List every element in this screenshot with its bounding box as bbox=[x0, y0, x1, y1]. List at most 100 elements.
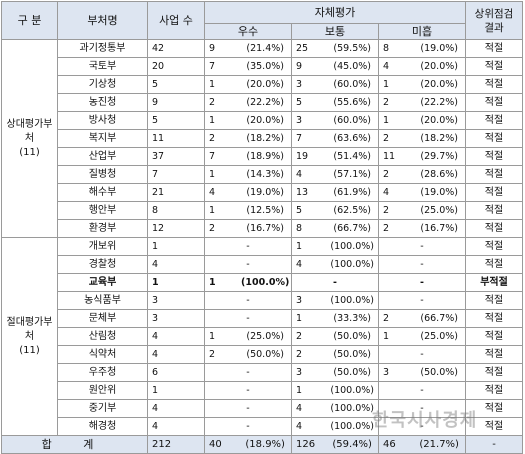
normal-percent: (100.0%) bbox=[330, 259, 374, 270]
excellent-cell: 1 (20.0%) bbox=[204, 75, 292, 94]
dept-name: 경찰청 bbox=[57, 255, 148, 274]
poor-percent: (20.0%) bbox=[420, 61, 458, 72]
dept-name: 농진청 bbox=[57, 93, 148, 112]
excellent-count: 2 bbox=[209, 223, 216, 234]
normal-count: 4 bbox=[296, 169, 303, 180]
upper-check-result: 적절 bbox=[465, 111, 523, 130]
excellent-percent: (18.2%) bbox=[246, 133, 284, 144]
project-count: 8 bbox=[147, 201, 205, 220]
normal-count: 2 bbox=[296, 349, 303, 360]
dept-name: 행안부 bbox=[57, 201, 148, 220]
excellent-cell: 2 (18.2%) bbox=[204, 129, 292, 148]
poor-percent: (18.2%) bbox=[420, 133, 458, 144]
dept-name: 교육부 bbox=[57, 273, 148, 292]
excellent-cell: 7 (35.0%) bbox=[204, 57, 292, 76]
normal-cell: 8 (66.7%) bbox=[291, 219, 379, 238]
dept-name: 국토부 bbox=[57, 57, 148, 76]
table-row: 해수부 21 4 (19.0%) 13 (61.9%) 4 (19.0%) 적절 bbox=[2, 183, 523, 202]
upper-check-result: 적절 bbox=[465, 381, 523, 400]
poor-count: 3 bbox=[383, 367, 390, 378]
table-row: 문체부 3 - 1 (33.3%) 2 (66.7%) 적절 bbox=[2, 309, 523, 328]
group-label: 절대평가부처 (11) bbox=[1, 237, 58, 436]
table-row: 기상청 5 1 (20.0%) 3 (60.0%) 1 (20.0%) 적절 bbox=[2, 75, 523, 94]
poor-value: - bbox=[420, 295, 424, 306]
poor-cell: - bbox=[378, 399, 466, 418]
total-excellent-percent: (18.9%) bbox=[245, 439, 285, 450]
poor-cell: - bbox=[378, 237, 466, 256]
header-self-eval: 자체평가 bbox=[204, 1, 466, 24]
poor-count: 2 bbox=[383, 313, 390, 324]
project-count: 21 bbox=[147, 183, 205, 202]
project-count: 4 bbox=[147, 345, 205, 364]
total-row: 합 계 212 40 (18.9%) 126 (59.4%) 46 (21.7%) - bbox=[1, 435, 523, 454]
normal-count: 3 bbox=[296, 367, 303, 378]
excellent-percent: (35.0%) bbox=[246, 61, 284, 72]
normal-percent: (59.5%) bbox=[333, 43, 371, 54]
excellent-percent: (50.0%) bbox=[246, 349, 284, 360]
excellent-count: 1 bbox=[209, 331, 216, 342]
normal-count: 4 bbox=[296, 421, 303, 432]
excellent-percent: (19.0%) bbox=[246, 187, 284, 198]
poor-percent: (19.0%) bbox=[420, 43, 458, 54]
excellent-count: 2 bbox=[209, 349, 216, 360]
normal-count: 1 bbox=[296, 313, 303, 324]
upper-check-result: 적절 bbox=[465, 201, 523, 220]
normal-cell: 13 (61.9%) bbox=[291, 183, 379, 202]
upper-check-result: 적절 bbox=[465, 165, 523, 184]
dept-name: 복지부 bbox=[57, 129, 148, 148]
normal-percent: (50.0%) bbox=[333, 331, 371, 342]
normal-percent: (61.9%) bbox=[333, 187, 371, 198]
normal-cell: 9 (45.0%) bbox=[291, 57, 379, 76]
normal-percent: (51.4%) bbox=[333, 151, 371, 162]
excellent-value: - bbox=[246, 421, 250, 432]
poor-count: 2 bbox=[383, 205, 390, 216]
table-row: 절대평가부처 (11) 개보위 1-1 (100.0%) - 적절 bbox=[1, 237, 523, 436]
excellent-cell: 2 (22.2%) bbox=[204, 93, 292, 112]
upper-check-result: 적절 bbox=[465, 129, 523, 148]
poor-percent: (28.6%) bbox=[420, 169, 458, 180]
normal-percent: (66.7%) bbox=[333, 223, 371, 234]
header-count: 사업 수 bbox=[147, 1, 205, 40]
normal-count: 13 bbox=[296, 187, 309, 198]
total-label: 합 계 bbox=[1, 435, 148, 454]
total-excellent-count: 40 bbox=[209, 439, 222, 450]
excellent-percent: (22.2%) bbox=[246, 97, 284, 108]
project-count: 11 bbox=[147, 129, 205, 148]
poor-count: 4 bbox=[383, 187, 390, 198]
poor-cell: 4 (20.0%) bbox=[378, 57, 466, 76]
table-row: 농식품부 3-3 (100.0%) - 적절 bbox=[2, 291, 523, 310]
poor-cell: 4 (19.0%) bbox=[378, 183, 466, 202]
excellent-cell: 9 (21.4%) bbox=[204, 39, 292, 58]
excellent-count: 4 bbox=[209, 187, 216, 198]
header-normal: 보통 bbox=[291, 23, 379, 40]
normal-cell: 1 (33.3%) bbox=[291, 309, 379, 328]
excellent-count: 7 bbox=[209, 151, 216, 162]
table-row: 교육부 1 1 (100.0%) - - 부적절 bbox=[2, 273, 523, 292]
table-row: 행안부 8 1 (12.5%) 5 (62.5%) 2 (25.0%) 적절 bbox=[2, 201, 523, 220]
excellent-cell: - bbox=[204, 291, 292, 310]
poor-percent: (66.7%) bbox=[420, 313, 458, 324]
upper-check-result: 적절 bbox=[465, 291, 523, 310]
normal-count: 3 bbox=[296, 79, 303, 90]
normal-percent: (63.6%) bbox=[333, 133, 371, 144]
poor-percent: (50.0%) bbox=[420, 367, 458, 378]
poor-cell: 8 (19.0%) bbox=[378, 39, 466, 58]
table-body: 상대평가부처 (11) 과기정통부 42 9 (21.4%) 25 (59.5%) 8 (19.0… bbox=[1, 39, 523, 454]
poor-count: 2 bbox=[383, 133, 390, 144]
normal-count: 9 bbox=[296, 61, 303, 72]
total-excellent-cell: 40 (18.9%) bbox=[204, 435, 292, 454]
normal-count: 3 bbox=[296, 295, 303, 306]
excellent-cell: - bbox=[204, 417, 292, 436]
excellent-cell: 1 (25.0%) bbox=[204, 327, 292, 346]
project-count: 5 bbox=[147, 111, 205, 130]
poor-count: 1 bbox=[383, 115, 390, 126]
poor-cell: 11 (29.7%) bbox=[378, 147, 466, 166]
total-normal-percent: (59.4%) bbox=[332, 439, 372, 450]
normal-count: 19 bbox=[296, 151, 309, 162]
total-normal-cell: 126 (59.4%) bbox=[291, 435, 379, 454]
excellent-value: - bbox=[246, 403, 250, 414]
excellent-value: - bbox=[246, 295, 250, 306]
poor-percent: (20.0%) bbox=[420, 115, 458, 126]
table-row: 경찰청 4-4 (100.0%) - 적절 bbox=[2, 255, 523, 274]
